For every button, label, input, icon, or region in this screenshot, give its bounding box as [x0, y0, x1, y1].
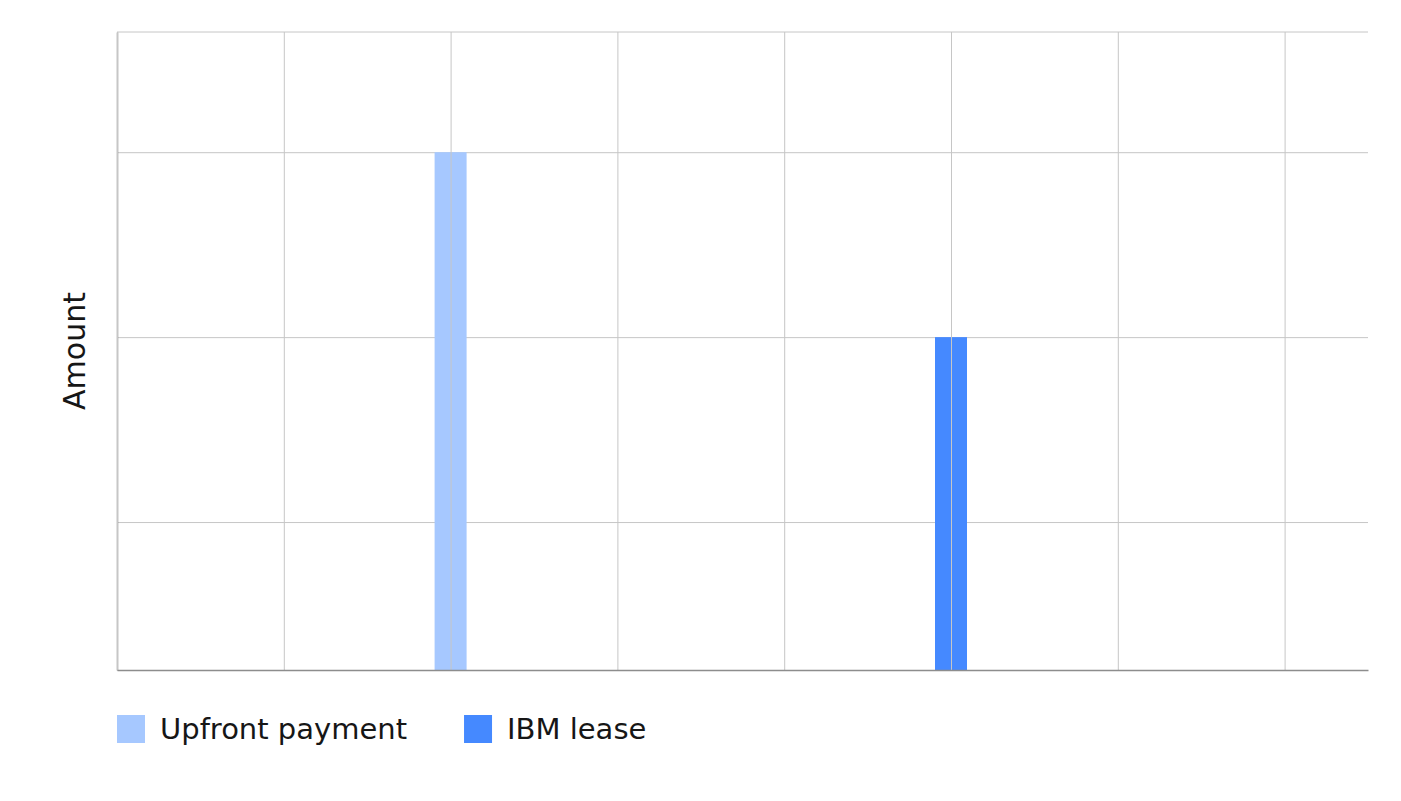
legend-swatch [464, 715, 492, 743]
y-tick [117, 522, 1368, 523]
x-axis [118, 32, 1369, 671]
x-tick [451, 32, 452, 670]
y-tick [117, 152, 1368, 153]
x-tick [1285, 32, 1286, 670]
x-tick [784, 32, 785, 670]
x-grid-line [1118, 32, 1119, 670]
legend: Upfront payment IBM lease [117, 712, 646, 746]
x-axis-line [118, 670, 1369, 672]
legend-item: Upfront payment [117, 712, 407, 746]
legend-item: IBM lease [464, 712, 646, 746]
x-tick [617, 32, 618, 670]
x-grid-line [117, 32, 118, 670]
x-grid-line [951, 32, 952, 670]
x-grid-line [1285, 32, 1286, 670]
y-grid-line [117, 522, 1368, 523]
x-tick [1118, 32, 1119, 670]
x-grid-line [284, 32, 285, 670]
y-grid-line [117, 152, 1368, 153]
plot-frame [117, 32, 1368, 33]
y-tick [117, 337, 1368, 338]
y-axis-title: Amount [57, 292, 92, 410]
x-tick [284, 32, 285, 670]
y-axis [117, 33, 1368, 671]
x-tick [951, 32, 952, 670]
x-grid-line [617, 32, 618, 670]
y-axis-line [117, 33, 119, 671]
legend-label: IBM lease [507, 712, 646, 746]
x-grid-line [784, 32, 785, 670]
y-grid-line [117, 337, 1368, 338]
x-tick [117, 32, 118, 670]
bars [435, 152, 967, 670]
chart: Amount Upfront payment IBM lease [0, 0, 1401, 801]
plot [117, 32, 1369, 671]
legend-label: Upfront payment [160, 712, 407, 746]
legend-swatch [117, 715, 145, 743]
x-grid-line [451, 32, 452, 670]
